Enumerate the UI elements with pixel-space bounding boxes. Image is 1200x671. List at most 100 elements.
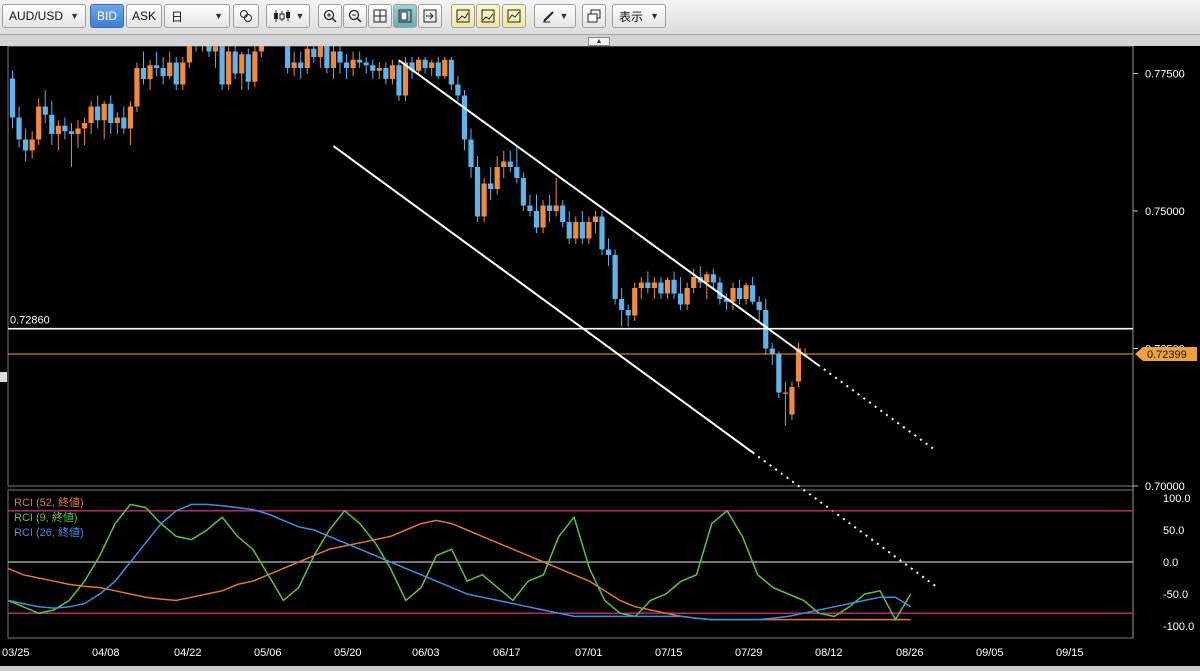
candle-body [108, 103, 114, 123]
candle-body [95, 106, 101, 121]
candle-body [494, 167, 500, 189]
remove-indicator-button[interactable] [502, 4, 526, 28]
candle-body [304, 48, 310, 68]
candle-body [55, 125, 61, 134]
candle-body [36, 106, 42, 140]
candle-body [29, 139, 35, 151]
candle-body [383, 68, 389, 79]
candle-body [212, 46, 219, 52]
candle-body [579, 222, 585, 239]
time-axis-label: 04/22 [174, 647, 202, 659]
current-price-tag [1135, 347, 1197, 362]
candle-body [298, 62, 304, 68]
display-label: 表示 [619, 9, 644, 24]
candle-body [42, 106, 48, 115]
candle-body [147, 65, 153, 79]
candle-body [114, 117, 120, 123]
zoom-in-button[interactable] [318, 4, 342, 28]
candle-body [422, 59, 428, 68]
display-menu[interactable]: 表示 ▼ [612, 4, 666, 28]
chevron-down-icon: ▼ [214, 11, 223, 21]
candle-body [461, 95, 468, 140]
time-axis-label: 06/03 [412, 647, 440, 659]
candle-body [101, 103, 107, 121]
drawing-tool-selector[interactable]: ▼ [534, 4, 576, 28]
edit-indicator-button[interactable] [476, 4, 500, 28]
candle-body [638, 282, 644, 288]
candle-body [651, 282, 657, 288]
candle-body [605, 249, 612, 255]
candle-body [678, 293, 684, 305]
add-indicator-button[interactable] [451, 4, 475, 28]
rci-tick-label: 100.0 [1163, 493, 1191, 505]
window-button[interactable] [582, 4, 606, 28]
channel-lower-line-extension [752, 451, 937, 588]
candle-body [756, 301, 762, 310]
chevron-down-icon: ▼ [559, 11, 569, 21]
candle-body [481, 183, 487, 217]
candle-body [140, 68, 147, 79]
candle-body [330, 51, 337, 68]
candle-body [658, 282, 664, 294]
candle-body [442, 59, 448, 77]
crosshair-icon [373, 9, 387, 23]
candle-body [435, 62, 441, 77]
candle-body [710, 274, 716, 283]
candle-body [632, 288, 638, 316]
bid-button[interactable]: BID [90, 4, 124, 28]
candle-body [245, 54, 251, 82]
candle-body [704, 274, 710, 283]
candle-body [127, 106, 133, 129]
rci-tick-label: -50.0 [1163, 589, 1188, 601]
candle-body [743, 285, 749, 299]
zoom-out-icon [348, 9, 362, 23]
candle-body [154, 65, 160, 68]
candle-body [474, 167, 481, 217]
candle-body [16, 117, 22, 140]
scroll-right-icon [423, 9, 437, 23]
candle-body [782, 392, 788, 394]
candle-body [540, 205, 546, 228]
time-axis-label: 06/17 [493, 647, 521, 659]
candle-body [468, 139, 474, 167]
candle-body [396, 65, 402, 96]
time-axis-label: 07/15 [655, 647, 683, 659]
rci-series-line [7, 503, 912, 621]
candle-body [560, 205, 566, 222]
candle-body [723, 299, 730, 302]
compare-button[interactable] [233, 4, 259, 28]
toolbar: AUD/USD ▼ BID ASK 日 ▼ ▼ ▼ 表示 ▼ [0, 0, 1200, 35]
timeframe-label: 日 [171, 9, 184, 24]
rci-legend-label: RCI (9, 終値) [14, 510, 78, 524]
candle-body [612, 255, 618, 299]
candle-body [226, 51, 232, 85]
time-axis-label: 08/12 [815, 647, 843, 659]
candlestick-icon [273, 10, 290, 22]
candle-body [402, 62, 409, 96]
fit-window-icon [398, 9, 412, 23]
price-tick-label: 0.70000 [1145, 481, 1185, 493]
collapse-toolbar-button[interactable]: ▲ [588, 37, 610, 46]
candle-body [9, 78, 16, 118]
fit-button[interactable] [393, 4, 417, 28]
scroll-left-handle [0, 372, 7, 382]
candle-body [684, 288, 690, 305]
candle-body [488, 183, 494, 189]
candle-body [533, 211, 540, 228]
scroll-end-button[interactable] [418, 4, 442, 28]
symbol-selector[interactable]: AUD/USD ▼ [2, 4, 86, 28]
candle-body [62, 125, 68, 132]
crosshair-button[interactable] [368, 4, 392, 28]
timeframe-selector[interactable]: 日 ▼ [164, 4, 230, 28]
edit-indicator-icon [481, 9, 495, 23]
candle-body [527, 205, 533, 211]
chart-type-selector[interactable]: ▼ [266, 4, 310, 28]
rci-tick-label: 0.0 [1163, 557, 1178, 569]
candle-body [769, 348, 775, 354]
zoom-out-button[interactable] [343, 4, 367, 28]
candle-body [789, 387, 795, 415]
candle-body [645, 282, 651, 288]
ask-button[interactable]: ASK [126, 4, 162, 28]
candle-body [219, 46, 225, 85]
